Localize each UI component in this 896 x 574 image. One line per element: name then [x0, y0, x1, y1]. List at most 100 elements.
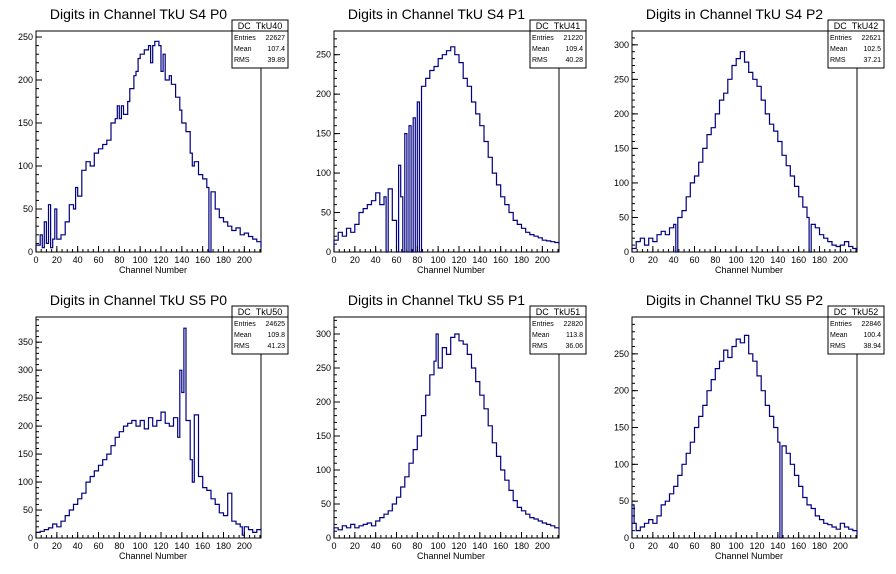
y-tick-label: 0 — [326, 247, 331, 257]
stats-box: DC_TkU50 Entries 24625 Mean 109.8 RMS 41.23 — [231, 305, 289, 355]
x-tick-label: 160 — [493, 255, 508, 265]
y-tick-label: 0 — [624, 533, 629, 543]
y-tick-label: 50 — [23, 505, 33, 515]
x-tick-label: 160 — [195, 255, 210, 265]
x-tick-label: 80 — [412, 541, 422, 551]
histogram-series — [35, 40, 262, 253]
x-axis-label: Channel Number — [119, 551, 187, 561]
stats-value-mean: 100.4 — [863, 332, 881, 339]
x-tick-label: 140 — [472, 541, 487, 551]
stats-name: DC_TkU40 — [238, 21, 283, 31]
y-tick-label: 50 — [321, 208, 331, 218]
x-tick-label: 140 — [472, 255, 487, 265]
y-tick-label: 250 — [316, 363, 331, 373]
stats-label-mean: Mean — [234, 46, 252, 53]
x-tick-label: 40 — [371, 255, 381, 265]
histogram-series — [631, 334, 858, 539]
plot-frame — [631, 30, 858, 253]
stats-value-rms: 36.06 — [565, 343, 583, 350]
stats-label-rms: RMS — [830, 343, 846, 350]
stats-box-frame — [529, 19, 587, 69]
x-tick-label: 0 — [331, 541, 336, 551]
histogram-series — [35, 327, 262, 538]
y-tick-label: 200 — [614, 109, 629, 119]
x-tick-label: 120 — [153, 255, 168, 265]
x-tick-label: 0 — [629, 255, 634, 265]
stats-value-entries: 22627 — [266, 35, 286, 42]
y-tick-label: 250 — [18, 393, 33, 403]
stats-label-mean: Mean — [830, 46, 848, 53]
panel-title: Digits in Channel TkU S4 P0 — [50, 6, 227, 22]
x-axis-label: Channel Number — [119, 265, 187, 275]
stats-label-rms: RMS — [234, 343, 250, 350]
y-tick-label: 50 — [619, 496, 629, 506]
y-tick-label: 0 — [28, 533, 33, 543]
stats-value-mean: 109.4 — [565, 46, 583, 53]
stats-name: DC_TkU50 — [238, 307, 283, 317]
y-tick-label: 0 — [326, 533, 331, 543]
stats-name: DC_TkU52 — [834, 307, 879, 317]
stats-value-entries: 24625 — [266, 321, 286, 328]
stats-label-rms: RMS — [532, 57, 548, 64]
stats-box: DC_TkU52 Entries 22846 Mean 100.4 RMS 38.94 — [827, 305, 885, 355]
x-tick-label: 20 — [52, 255, 62, 265]
x-axis-label: Channel Number — [417, 551, 485, 561]
stats-label-mean: Mean — [830, 332, 848, 339]
x-axis-label: Channel Number — [417, 265, 485, 275]
y-tick-label: 50 — [619, 212, 629, 222]
stats-name: DC_TkU41 — [536, 21, 581, 31]
x-tick-label: 180 — [514, 255, 529, 265]
y-tick-label: 200 — [18, 421, 33, 431]
x-tick-label: 200 — [535, 255, 550, 265]
y-tick-label: 0 — [28, 247, 33, 257]
stats-box: DC_TkU40 Entries 22627 Mean 107.4 RMS 39.89 — [231, 19, 289, 69]
x-tick-label: 60 — [689, 541, 699, 551]
plot-frame — [333, 30, 560, 253]
x-tick-label: 140 — [174, 541, 189, 551]
histogram-series — [333, 333, 560, 538]
x-tick-label: 120 — [451, 255, 466, 265]
plot-frame — [35, 316, 262, 539]
y-tick-label: 50 — [23, 204, 33, 214]
x-tick-label: 20 — [648, 541, 658, 551]
x-tick-label: 80 — [710, 255, 720, 265]
x-tick-label: 40 — [669, 541, 679, 551]
x-tick-label: 100 — [431, 541, 446, 551]
y-tick-label: 200 — [316, 397, 331, 407]
histogram-panel-5: Digits in Channel TkU S5 P1 0 20 40 60 80 100 1… — [316, 292, 587, 561]
x-tick-label: 20 — [350, 255, 360, 265]
panel-title: Digits in Channel TkU S4 P1 — [348, 6, 525, 22]
x-tick-label: 0 — [331, 255, 336, 265]
y-tick-label: 100 — [614, 178, 629, 188]
stats-box-frame — [231, 19, 289, 69]
x-tick-label: 180 — [812, 541, 827, 551]
y-tick-label: 100 — [316, 465, 331, 475]
x-tick-label: 200 — [833, 541, 848, 551]
y-tick-label: 200 — [614, 386, 629, 396]
x-axis-label: Channel Number — [715, 551, 783, 561]
y-tick-label: 100 — [614, 459, 629, 469]
x-tick-label: 140 — [770, 541, 785, 551]
x-tick-label: 120 — [451, 541, 466, 551]
stats-box-frame — [827, 305, 885, 355]
y-tick-label: 50 — [321, 499, 331, 509]
x-tick-label: 200 — [535, 541, 550, 551]
x-tick-label: 140 — [770, 255, 785, 265]
x-tick-label: 200 — [237, 541, 252, 551]
y-tick-label: 100 — [18, 477, 33, 487]
x-tick-label: 20 — [52, 541, 62, 551]
panel-title: Digits in Channel TkU S5 P1 — [348, 292, 525, 308]
x-tick-label: 40 — [371, 541, 381, 551]
x-tick-label: 80 — [114, 255, 124, 265]
stats-box: DC_TkU51 Entries 22820 Mean 113.8 RMS 36.06 — [529, 305, 587, 355]
stats-label-entries: Entries — [532, 35, 554, 42]
y-tick-label: 250 — [18, 32, 33, 42]
stats-value-mean: 102.5 — [863, 46, 881, 53]
x-tick-label: 140 — [174, 255, 189, 265]
stats-box: DC_TkU41 Entries 21220 Mean 109.4 RMS 40.28 — [529, 19, 587, 69]
x-tick-label: 120 — [749, 255, 764, 265]
y-tick-label: 200 — [18, 75, 33, 85]
stats-label-entries: Entries — [830, 321, 852, 328]
y-tick-label: 150 — [316, 431, 331, 441]
x-tick-label: 100 — [133, 255, 148, 265]
